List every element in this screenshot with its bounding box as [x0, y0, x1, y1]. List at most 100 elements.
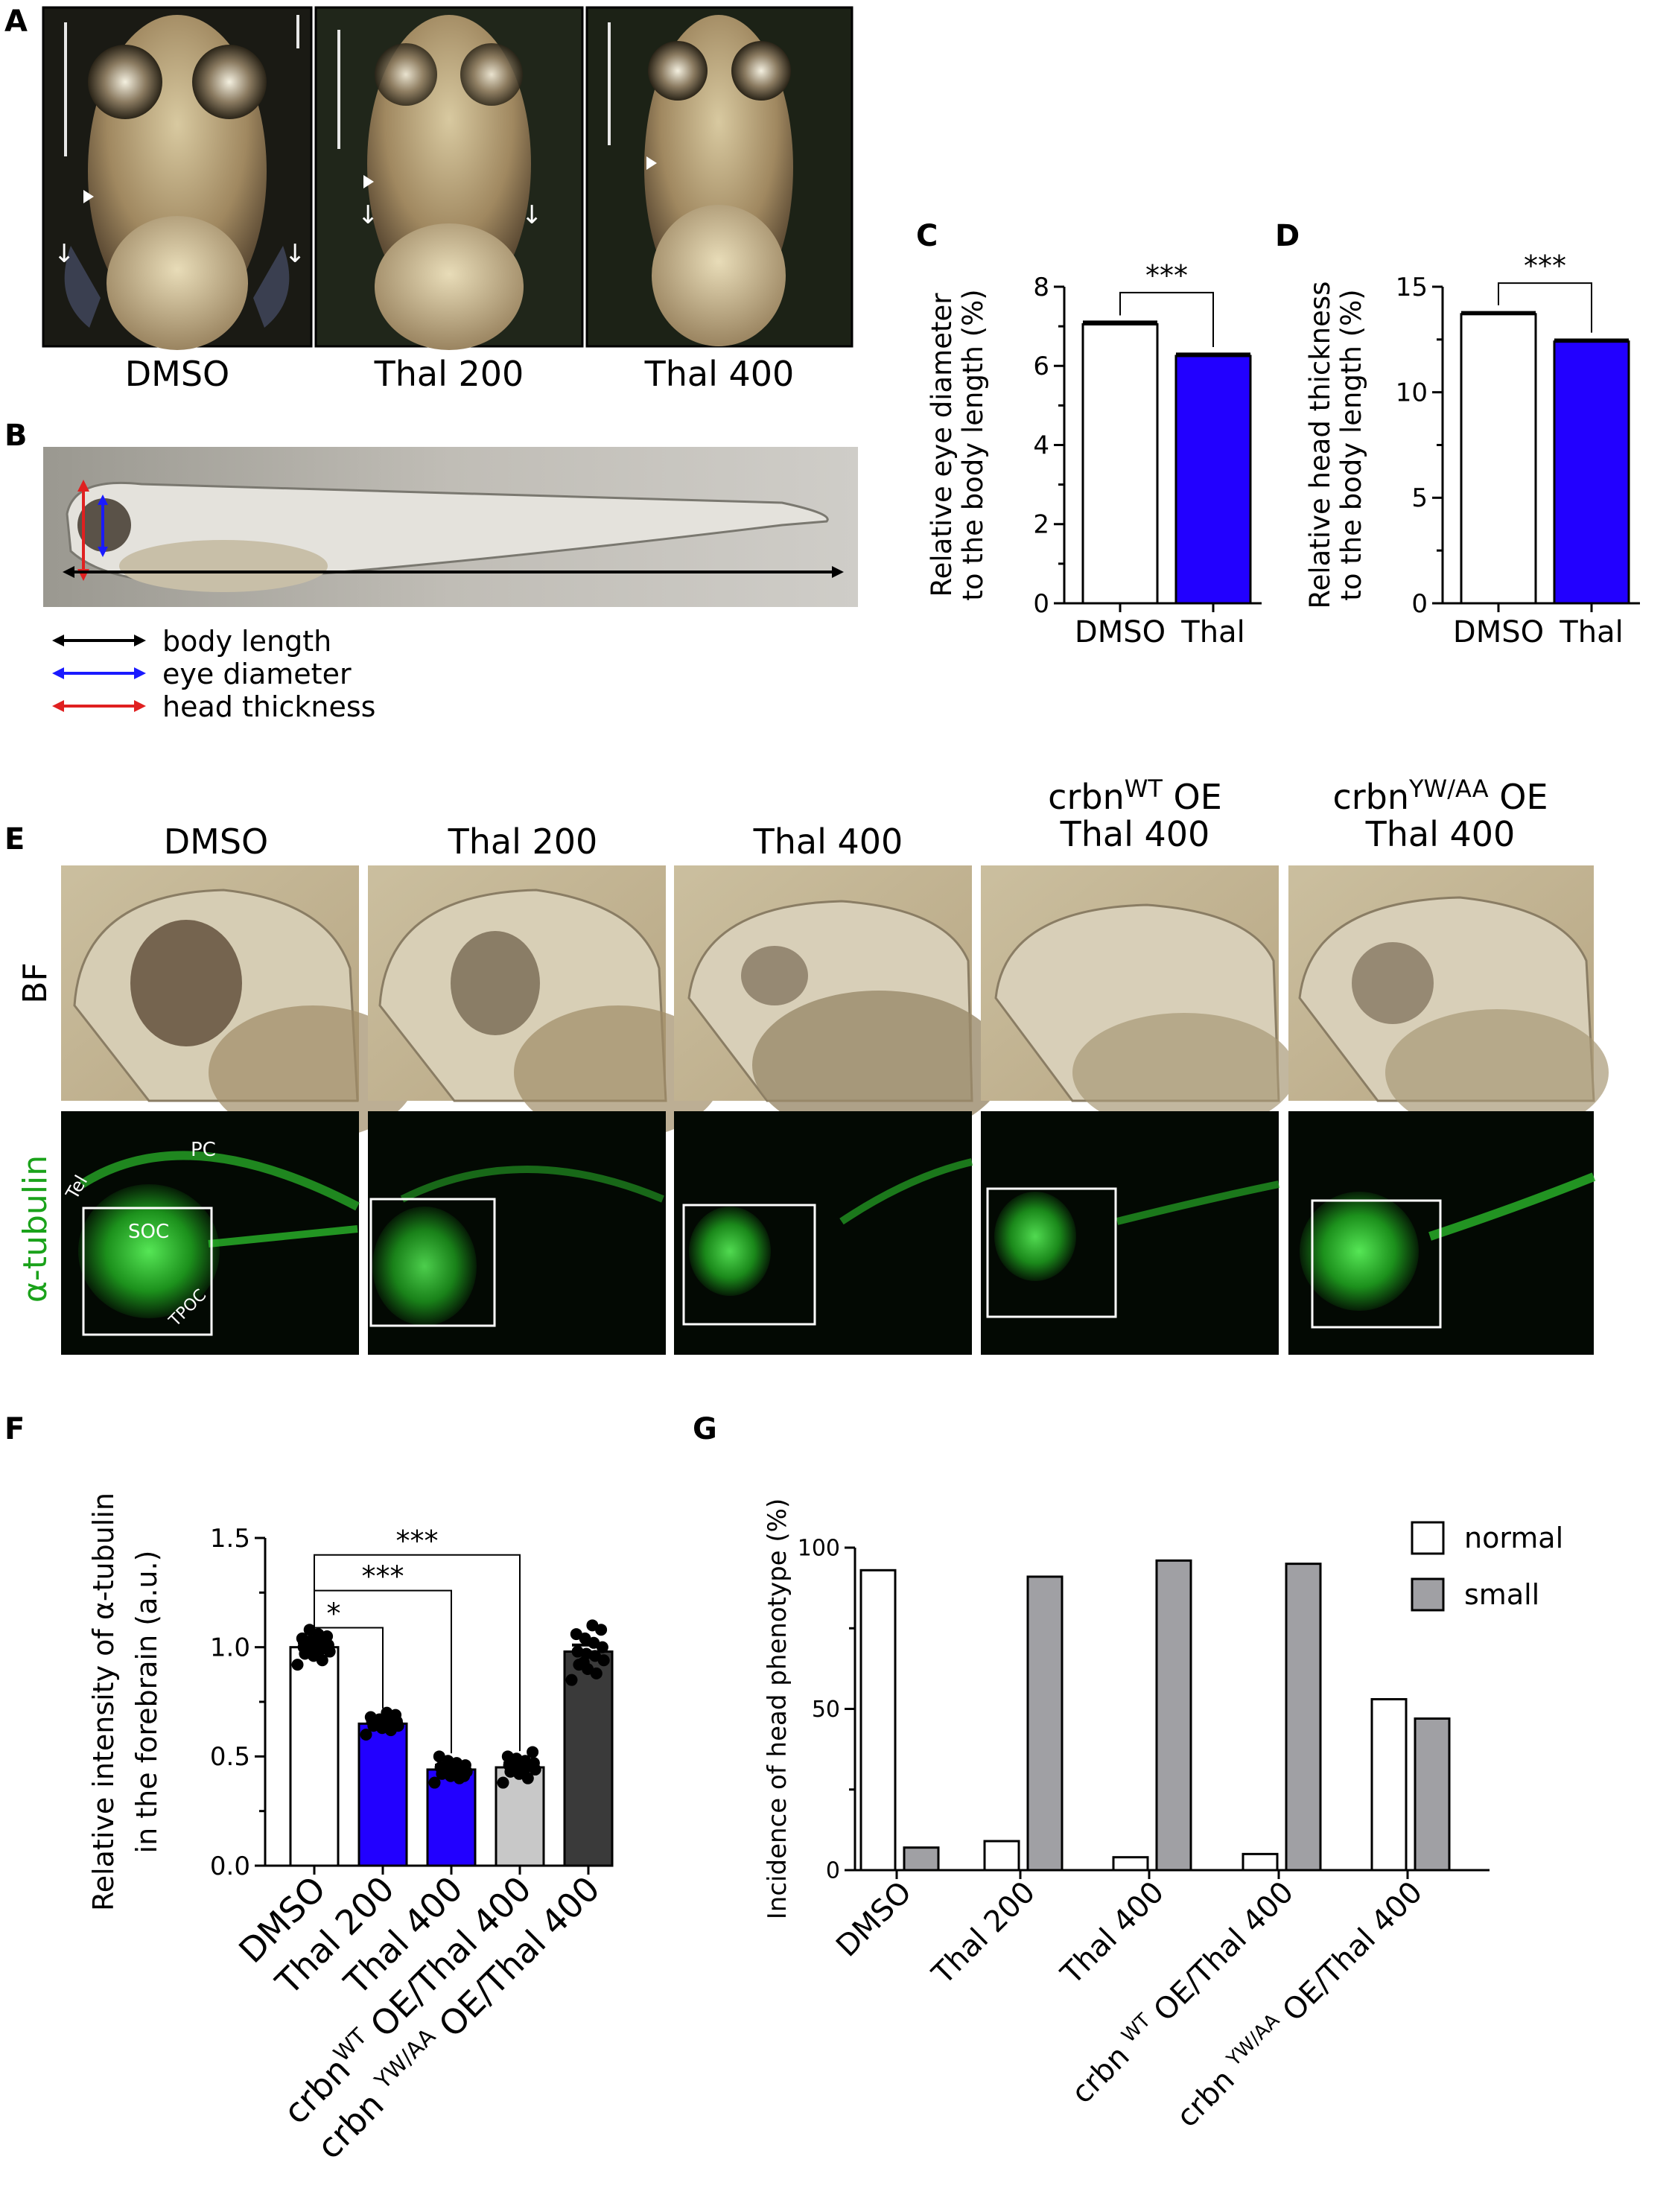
panel-f-significance-label: *** [396, 1525, 439, 1557]
panel-c-y-tick-label: 6 [1033, 352, 1049, 381]
panel-g-legend-label: small [1464, 1578, 1539, 1611]
panel-f-point [381, 1706, 393, 1719]
panel-g-bar-small [1285, 1563, 1322, 1872]
panel-g-bar-normal [983, 1840, 1020, 1872]
panel-d-y-tick-label: 0 [1411, 589, 1428, 619]
panel-d-significance-bracket [1498, 282, 1592, 333]
panel-e-header-crbn-wt-line2: Thal 400 [1060, 814, 1210, 854]
panel-c-significance-bracket [1119, 291, 1214, 347]
panel-g-x-tick-label: Thal 200 [925, 1875, 1042, 1992]
panel-e-bf-images [61, 865, 1609, 1140]
panel-b: B body length eye diameter hea [4, 419, 858, 723]
panel-g-bar-small [903, 1846, 940, 1872]
panel-d-y-tick-label: 15 [1396, 273, 1428, 302]
panel-d-y-label: Relative head thickness [1304, 282, 1336, 609]
panel-e-tubulin-images: PC Tel SOC TPOC [61, 1111, 1596, 1355]
annotation-pc: PC [191, 1139, 216, 1161]
panel-g-bar-normal [859, 1569, 897, 1872]
panel-f-y-label-2: in the forebrain (a.u.) [130, 1551, 163, 1854]
panel-c-y-tick-label: 0 [1033, 589, 1049, 619]
panel-a-image-thal400 [585, 6, 853, 348]
svg-text:↓: ↓ [284, 239, 306, 269]
annotation-soc: SOC [128, 1221, 169, 1243]
panel-g-bar-small [1026, 1575, 1064, 1872]
panel-a-caption-thal400: Thal 400 [644, 354, 795, 394]
panel-e-header-dmso: DMSO [164, 821, 269, 862]
panel-c-y-label-2: to the body length (%) [957, 289, 989, 600]
legend-body-length: body length [162, 625, 331, 658]
panel-d-significance-label: *** [1524, 250, 1566, 282]
panel-a-image-dmso: ↓ ↓ [42, 6, 313, 350]
panel-g-bar-small [1155, 1559, 1192, 1872]
panel-f-bar [289, 1646, 340, 1867]
panel-g-label: G [693, 1412, 717, 1446]
panel-f-point [364, 1711, 377, 1723]
panel-a-image-thal200: ↓ ↓ [314, 6, 584, 350]
panel-f-point [570, 1628, 582, 1641]
panel-c-x-tick-label: Thal [1180, 615, 1244, 649]
panel-e-row-label-tubulin: α-tubulin [16, 1155, 54, 1303]
panel-f-point [428, 1776, 441, 1789]
panel-g-x-tick-label: DMSO [830, 1875, 918, 1964]
panel-e-header-thal400: Thal 400 [753, 821, 903, 862]
panel-f-point [360, 1729, 372, 1741]
svg-text:↓: ↓ [521, 200, 543, 230]
panel-b-label: B [4, 419, 28, 453]
panel-f-y-tick-label: 1.5 [210, 1524, 250, 1554]
panel-d-x-tick-label: Thal [1559, 615, 1623, 649]
panel-a-caption-dmso: DMSO [125, 354, 230, 394]
panel-c-y-tick-label: 2 [1033, 510, 1049, 540]
panel-f-point [586, 1619, 599, 1632]
panel-f-point [565, 1674, 578, 1686]
panel-g-x-tick-label: Thal 400 [1054, 1875, 1171, 1992]
panel-g-y-label: Incidence of head phenotype (%) [763, 1498, 792, 1919]
panel-c-x-tick-label: DMSO [1075, 615, 1166, 649]
panel-c-y-tick-label: 8 [1033, 273, 1049, 302]
panel-g-x-tick-label: crbn WT OE/Thal 400 [1064, 1874, 1300, 2111]
legend-head-thickness: head thickness [162, 690, 375, 723]
panel-f-point [458, 1770, 471, 1782]
panel-f-point [433, 1750, 445, 1763]
panel-c-y-label: Relative eye diameter [926, 293, 958, 597]
panel-g-bar-normal [1242, 1852, 1279, 1872]
panel-b-legend: body length eye diameter head thickness [52, 625, 375, 723]
panel-f-label: F [4, 1412, 25, 1446]
panel-d-y-label-2: to the body length (%) [1335, 289, 1367, 600]
panel-f-bar [357, 1722, 408, 1867]
panel-f-point [303, 1624, 316, 1636]
panel-e-row-label-bf: BF [16, 962, 54, 1004]
panel-e-header-crbn-wt: crbnWT OE [1048, 775, 1222, 817]
panel-e-label: E [4, 822, 25, 856]
panel-e-header-crbn-yw: crbnYW/AA OE [1332, 775, 1548, 817]
panel-f-y-label: Relative intensity of α-tubulin [87, 1493, 120, 1911]
panel-d-bar [1460, 313, 1537, 605]
panel-b-image [43, 447, 858, 607]
panel-f-point [577, 1656, 590, 1669]
panel-a-label: A [4, 4, 28, 39]
panel-e-header-thal200: Thal 200 [448, 821, 598, 862]
panel-g-bar-normal [1112, 1856, 1149, 1872]
panel-c-bar [1081, 322, 1159, 605]
panel-d-y-tick-label: 10 [1396, 378, 1428, 408]
panel-d-x-tick-label: DMSO [1453, 615, 1544, 649]
panel-f-point [571, 1645, 584, 1658]
panel-c-label: C [916, 219, 938, 253]
panel-c-significance-label: *** [1145, 259, 1188, 292]
panel-g-legend-swatch [1411, 1521, 1445, 1555]
legend-eye-diameter: eye diameter [162, 658, 352, 690]
panel-c-bar [1174, 355, 1252, 605]
panel-e: E DMSO Thal 200 Thal 400 crbnWT OE Thal … [4, 775, 1609, 1355]
panel-a: A ↓ ↓ ↓ ↓ [4, 4, 853, 394]
panel-f-point [518, 1763, 530, 1776]
panel-g-legend-label: normal [1464, 1522, 1563, 1554]
panel-f-point [527, 1746, 539, 1758]
panel-e-header-crbn-yw-line2: Thal 400 [1365, 814, 1516, 854]
panel-f-point [497, 1776, 509, 1789]
panel-c: C 0 2 4 6 8 DMSO Thal *** Relative eye diameter t… [916, 219, 1262, 649]
panel-g-legend-swatch [1411, 1577, 1445, 1612]
panel-f-y-tick-label: 1.0 [210, 1633, 250, 1663]
panel-f-point [296, 1632, 308, 1644]
